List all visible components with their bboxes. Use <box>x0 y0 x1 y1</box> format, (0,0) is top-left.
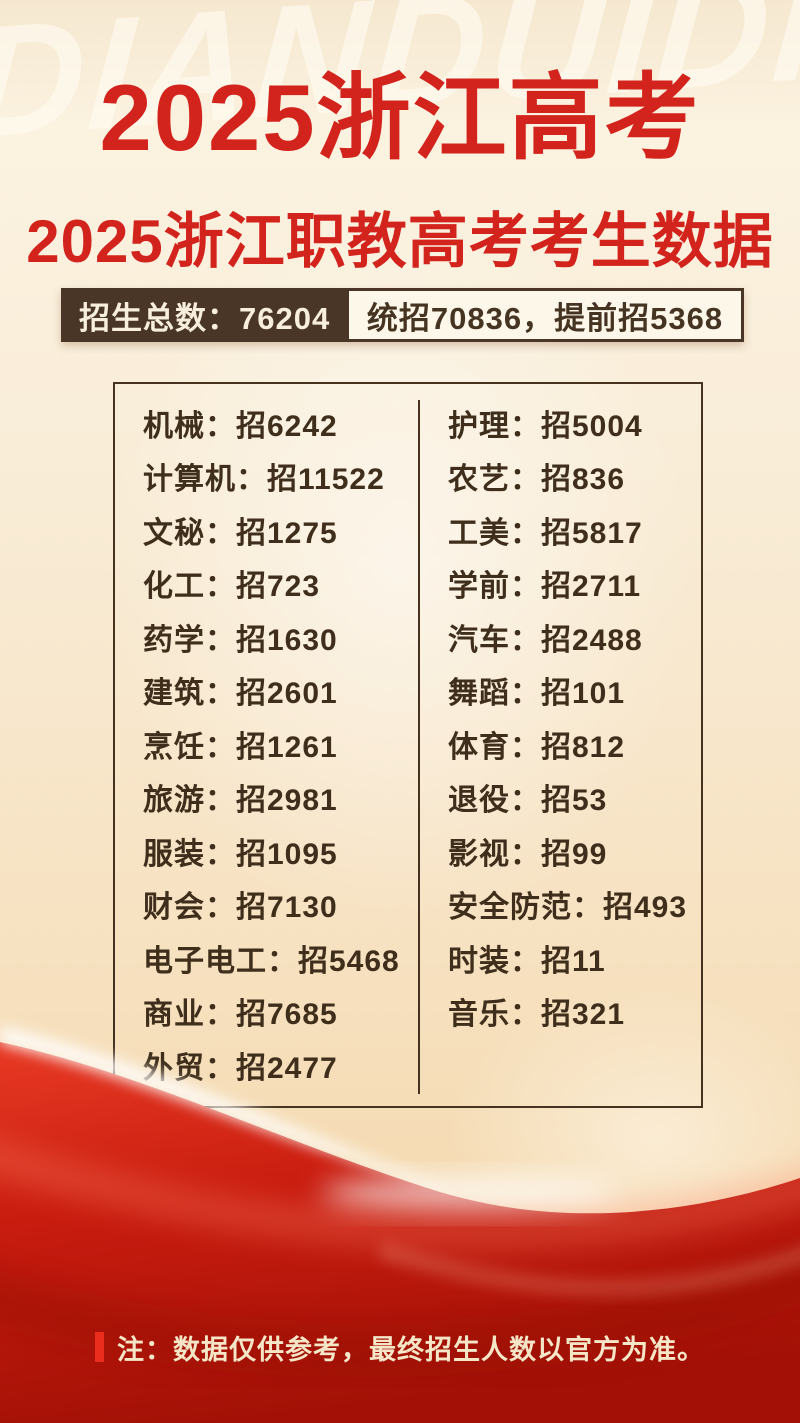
list-item: 舞蹈：招101 <box>448 677 626 711</box>
detail-count-label: 统招70836，提前招5368 <box>346 288 744 342</box>
list-item: 工美：招5817 <box>448 516 643 550</box>
list-item: 文秘：招1275 <box>143 516 338 550</box>
column-divider <box>418 400 420 1094</box>
data-card: 机械：招6242 计算机：招11522 文秘：招1275 化工：招723 药学：… <box>113 382 703 1108</box>
list-item: 电子电工：招5468 <box>143 944 400 978</box>
list-item: 汽车：招2488 <box>448 623 643 657</box>
majors-list-left: 机械：招6242 计算机：招11522 文秘：招1275 化工：招723 药学：… <box>115 396 418 1092</box>
list-item: 旅游：招2981 <box>143 784 338 818</box>
list-item: 影视：招99 <box>448 837 608 871</box>
list-item: 外贸：招2477 <box>143 1051 338 1085</box>
note-bar: 注：数据仅供参考，最终招生人数以官方为准。 <box>0 1330 800 1365</box>
list-item: 烹饪：招1261 <box>143 730 338 764</box>
majors-column-right: 护理：招5004 农艺：招836 工美：招5817 学前：招2711 汽车：招2… <box>420 384 701 1106</box>
list-item: 药学：招1630 <box>143 623 338 657</box>
list-item: 农艺：招836 <box>448 463 626 497</box>
list-item: 音乐：招321 <box>448 998 626 1032</box>
page-subtitle: 2025浙江职教高考考生数据 <box>26 208 774 275</box>
list-item: 退役：招53 <box>448 784 608 818</box>
list-item: 化工：招723 <box>143 570 321 604</box>
list-item: 商业：招7685 <box>143 998 338 1032</box>
note-marker <box>95 1332 104 1362</box>
page-title: 2025浙江高考 <box>99 65 701 170</box>
list-item: 服装：招1095 <box>143 837 338 871</box>
list-item: 建筑：招2601 <box>143 677 338 711</box>
list-item: 体育：招812 <box>448 730 626 764</box>
majors-column-left: 机械：招6242 计算机：招11522 文秘：招1275 化工：招723 药学：… <box>115 384 418 1106</box>
list-item: 安全防范：招493 <box>448 891 688 925</box>
list-item: 学前：招2711 <box>448 570 642 604</box>
red-wave-graphic <box>0 1026 800 1423</box>
list-item: 机械：招6242 <box>143 409 338 443</box>
majors-list-right: 护理：招5004 农艺：招836 工美：招5817 学前：招2711 汽车：招2… <box>420 396 701 1038</box>
list-item: 财会：招7130 <box>143 891 338 925</box>
list-item: 护理：招5004 <box>448 409 643 443</box>
list-item: 时装：招11 <box>448 944 606 978</box>
note-text: 注：数据仅供参考，最终招生人数以官方为准。 <box>117 1334 705 1365</box>
total-count-label: 招生总数：76204 <box>79 300 331 336</box>
list-item: 计算机：招11522 <box>143 463 385 497</box>
total-banner: 招生总数：76204 统招70836，提前招5368 <box>61 288 744 342</box>
